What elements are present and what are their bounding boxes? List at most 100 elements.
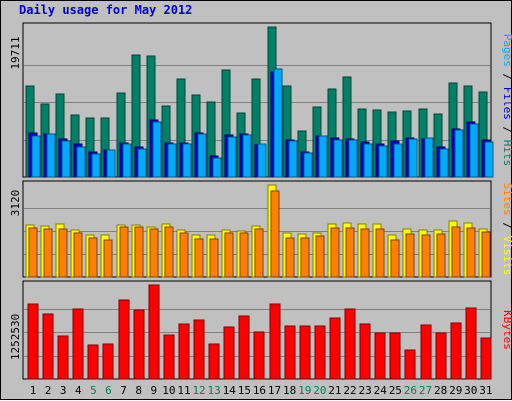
panel-2-legend: Sites / Visits bbox=[501, 183, 512, 276]
legend-hits: Hits bbox=[501, 140, 512, 167]
bar-pages-day-23 bbox=[363, 143, 373, 178]
bar-pages-day-8 bbox=[137, 148, 147, 178]
panel-1-max-label: 19711 bbox=[9, 36, 22, 69]
x-tick-day-25: 25 bbox=[389, 384, 402, 397]
panel-1-legend: Pages / Files / Hits bbox=[501, 34, 512, 167]
bar-sites-day-20 bbox=[315, 235, 325, 278]
bar-pages-day-3 bbox=[61, 140, 71, 178]
bar-pages-day-11 bbox=[182, 143, 192, 178]
x-tick-day-14: 14 bbox=[223, 384, 237, 397]
x-tick-day-28: 28 bbox=[434, 384, 447, 397]
bar-pages-day-17 bbox=[273, 68, 283, 178]
bar-kbytes-day-21 bbox=[329, 317, 341, 380]
bar-pages-day-25 bbox=[393, 143, 403, 178]
legend-visits: Visits bbox=[501, 236, 512, 276]
bar-pages-day-10 bbox=[167, 143, 177, 178]
bar-sites-day-6 bbox=[103, 239, 113, 278]
bar-sites-day-10 bbox=[164, 226, 174, 278]
bar-pages-day-31 bbox=[484, 141, 494, 178]
x-tick-day-29: 29 bbox=[449, 384, 462, 397]
bar-kbytes-day-31 bbox=[480, 337, 492, 380]
bar-kbytes-day-9 bbox=[148, 284, 160, 380]
x-tick-day-23: 23 bbox=[359, 384, 372, 397]
bar-sites-day-9 bbox=[149, 228, 159, 278]
bar-kbytes-day-3 bbox=[57, 335, 69, 380]
bar-sites-day-13 bbox=[209, 238, 219, 278]
legend-separator: / bbox=[501, 216, 512, 236]
legend-separator: / bbox=[501, 67, 512, 87]
bar-kbytes-day-5 bbox=[87, 344, 99, 380]
bar-sites-day-23 bbox=[360, 228, 370, 278]
bar-kbytes-day-4 bbox=[72, 308, 84, 380]
bar-sites-day-24 bbox=[375, 228, 385, 278]
x-tick-day-2: 2 bbox=[45, 384, 52, 397]
bar-kbytes-day-18 bbox=[284, 325, 296, 380]
x-tick-day-8: 8 bbox=[135, 384, 142, 397]
bar-sites-day-3 bbox=[58, 228, 68, 278]
bar-sites-day-30 bbox=[466, 227, 476, 278]
bar-sites-day-22 bbox=[345, 227, 355, 278]
x-tick-day-21: 21 bbox=[328, 384, 341, 397]
bar-sites-day-2 bbox=[43, 228, 53, 278]
bar-kbytes-day-29 bbox=[450, 322, 462, 380]
bar-kbytes-day-17 bbox=[269, 303, 281, 380]
bar-sites-day-26 bbox=[405, 233, 415, 278]
bar-pages-day-27 bbox=[424, 137, 434, 178]
bar-sites-day-14 bbox=[224, 232, 234, 278]
bar-pages-day-1 bbox=[31, 135, 41, 178]
bar-kbytes-day-10 bbox=[163, 334, 175, 380]
legend-sites: Sites bbox=[501, 183, 512, 216]
bar-sites-day-25 bbox=[390, 239, 400, 278]
bar-sites-day-12 bbox=[194, 238, 204, 278]
x-tick-day-30: 30 bbox=[464, 384, 477, 397]
x-tick-day-9: 9 bbox=[150, 384, 157, 397]
x-tick-day-15: 15 bbox=[238, 384, 251, 397]
bar-pages-day-28 bbox=[439, 148, 449, 178]
bar-sites-day-1 bbox=[28, 227, 38, 278]
bar-pages-day-5 bbox=[91, 153, 101, 178]
bar-pages-day-2 bbox=[46, 133, 56, 178]
bar-pages-day-9 bbox=[152, 121, 162, 178]
x-tick-day-24: 24 bbox=[374, 384, 388, 397]
x-tick-day-22: 22 bbox=[343, 384, 356, 397]
x-tick-day-26: 26 bbox=[404, 384, 417, 397]
bar-pages-day-16 bbox=[257, 143, 267, 178]
bar-sites-day-7 bbox=[119, 226, 129, 278]
bar-kbytes-day-6 bbox=[102, 343, 114, 380]
bar-sites-day-29 bbox=[451, 226, 461, 278]
bar-pages-day-15 bbox=[242, 134, 252, 178]
x-tick-day-27: 27 bbox=[419, 384, 432, 397]
x-tick-day-10: 10 bbox=[162, 384, 175, 397]
bar-kbytes-day-16 bbox=[253, 331, 265, 380]
x-tick-day-16: 16 bbox=[253, 384, 266, 397]
bar-sites-day-15 bbox=[239, 232, 249, 278]
bar-kbytes-day-28 bbox=[435, 332, 447, 380]
bar-pages-day-26 bbox=[408, 138, 418, 178]
bar-sites-day-21 bbox=[330, 227, 340, 278]
legend-pages: Pages bbox=[501, 34, 512, 67]
chart-title: Daily usage for May 2012 bbox=[19, 3, 193, 17]
bar-pages-day-18 bbox=[288, 140, 298, 178]
bar-kbytes-day-26 bbox=[404, 349, 416, 380]
bar-pages-day-7 bbox=[122, 143, 132, 178]
bar-pages-day-12 bbox=[197, 133, 207, 178]
bar-kbytes-day-8 bbox=[133, 309, 145, 380]
bar-pages-day-29 bbox=[454, 129, 464, 178]
bar-sites-day-27 bbox=[421, 234, 431, 278]
x-tick-day-1: 1 bbox=[30, 384, 37, 397]
bar-pages-day-13 bbox=[212, 157, 222, 178]
bar-pages-day-19 bbox=[303, 152, 313, 178]
x-tick-day-6: 6 bbox=[105, 384, 112, 397]
x-tick-day-18: 18 bbox=[283, 384, 296, 397]
bar-pages-day-24 bbox=[378, 145, 388, 178]
bar-kbytes-day-19 bbox=[299, 325, 311, 380]
legend-separator: / bbox=[501, 120, 512, 140]
bar-sites-day-11 bbox=[179, 232, 189, 278]
bar-kbytes-day-23 bbox=[359, 323, 371, 380]
legend-files: Files bbox=[501, 87, 512, 120]
x-tick-day-3: 3 bbox=[60, 384, 67, 397]
bar-kbytes-day-12 bbox=[193, 319, 205, 380]
bar-pages-day-6 bbox=[106, 149, 116, 178]
